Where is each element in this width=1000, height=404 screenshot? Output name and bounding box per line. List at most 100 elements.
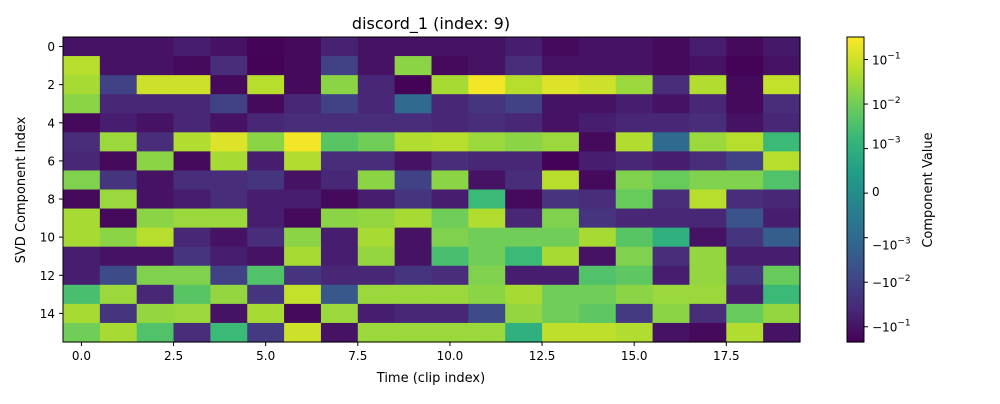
colorbar-segment xyxy=(847,161,864,165)
heatmap-cell xyxy=(173,322,211,343)
heatmap-cell xyxy=(357,75,396,95)
heatmap-cell xyxy=(431,246,469,267)
heatmap-cell xyxy=(505,208,543,229)
heatmap-cell xyxy=(689,113,727,133)
heatmap-cell xyxy=(652,303,691,324)
heatmap-cell xyxy=(320,208,359,229)
heatmap-cell xyxy=(542,94,580,114)
colorbar-segment xyxy=(847,108,864,112)
heatmap-cell xyxy=(99,151,138,172)
heatmap-cell xyxy=(210,94,248,114)
heatmap-cell xyxy=(505,132,543,152)
heatmap-cell xyxy=(689,56,727,76)
heatmap-cell xyxy=(247,94,285,114)
heatmap-cell xyxy=(578,284,617,305)
heatmap-cell xyxy=(726,56,764,76)
y-tick-label: 12 xyxy=(40,269,55,283)
heatmap-cell xyxy=(173,303,211,324)
colorbar-segment xyxy=(847,67,864,71)
colorbar-segment xyxy=(847,57,864,61)
x-tick-label: 5.0 xyxy=(256,349,275,363)
heatmap-cell xyxy=(210,75,248,95)
colorbar-segment xyxy=(847,146,864,150)
heatmap-cell xyxy=(210,322,248,343)
heatmap-cell xyxy=(431,227,469,248)
heatmap-cell xyxy=(468,208,506,229)
colorbar-segment xyxy=(847,115,864,119)
heatmap-cell xyxy=(99,189,138,210)
heatmap-cell xyxy=(63,284,101,305)
heatmap-cell xyxy=(357,284,396,305)
colorbar-segment xyxy=(847,242,864,247)
heatmap-cell xyxy=(210,113,248,133)
colorbar-segment xyxy=(847,105,864,109)
colorbar-segment xyxy=(847,329,864,333)
heatmap-cell xyxy=(726,227,764,248)
colorbar-segment xyxy=(847,148,864,152)
colorbar-segment xyxy=(847,49,864,53)
heatmap-cell xyxy=(726,246,764,267)
colorbar-segment xyxy=(847,270,864,274)
heatmap-cell xyxy=(542,151,580,172)
y-tick-label: 4 xyxy=(47,116,55,130)
x-tick-label: 0.0 xyxy=(72,349,91,363)
heatmap-cell xyxy=(99,265,138,286)
heatmap-cell xyxy=(357,322,396,343)
heatmap-cell xyxy=(173,113,211,133)
heatmap-cell xyxy=(357,37,396,57)
heatmap-cell xyxy=(99,132,138,152)
heatmap-cell xyxy=(247,132,285,152)
heatmap-cell xyxy=(247,189,285,210)
heatmap-cell xyxy=(505,322,543,343)
colorbar-segment xyxy=(847,227,864,231)
colorbar-segment xyxy=(847,47,864,51)
colorbar-segment xyxy=(847,80,864,84)
heatmap-cell xyxy=(763,246,801,267)
heatmap-cell xyxy=(63,189,101,210)
heatmap-cell xyxy=(431,284,469,305)
colorbar-segment xyxy=(847,125,864,130)
heatmap-cell xyxy=(763,170,801,191)
heatmap-cell xyxy=(468,151,506,172)
heatmap-cell xyxy=(578,170,617,191)
heatmap-cell xyxy=(615,284,654,305)
heatmap-cell xyxy=(615,265,654,286)
colorbar-segment xyxy=(847,176,864,180)
heatmap-cell xyxy=(689,94,727,114)
heatmap-cell xyxy=(173,75,211,95)
heatmap-cell xyxy=(136,94,175,114)
colorbar-segment xyxy=(847,281,864,285)
colorbar-segment xyxy=(847,90,864,94)
colorbar-segment xyxy=(847,308,864,313)
heatmap-cell xyxy=(763,303,801,324)
heatmap-cell xyxy=(689,303,727,324)
heatmap-cell xyxy=(247,113,285,133)
heatmap-cell xyxy=(431,132,469,152)
colorbar-segment xyxy=(847,334,864,338)
heatmap-cell xyxy=(63,94,101,114)
heatmap-cell xyxy=(578,151,617,172)
heatmap-cell xyxy=(210,56,248,76)
heatmap-cell xyxy=(320,37,359,57)
colorbar-segment xyxy=(847,212,864,216)
heatmap-cell xyxy=(284,56,322,76)
heatmap-cell xyxy=(763,113,801,133)
colorbar-segment xyxy=(847,197,864,201)
colorbar-segment xyxy=(847,296,864,300)
heatmap-cell xyxy=(578,227,617,248)
colorbar-segment xyxy=(847,179,864,183)
heatmap-cell xyxy=(652,246,691,267)
heatmap-cell xyxy=(357,303,396,324)
heatmap-cell xyxy=(615,113,654,133)
colorbar-segment xyxy=(847,336,864,341)
heatmap-cell xyxy=(726,94,764,114)
colorbar-segment xyxy=(847,230,864,234)
heatmap-cell xyxy=(394,75,433,95)
heatmap-cell xyxy=(542,208,580,229)
heatmap-cell xyxy=(542,322,580,343)
heatmap-cell xyxy=(505,265,543,286)
heatmap-cell xyxy=(542,303,580,324)
heatmap-cell xyxy=(394,132,433,152)
heatmap-cell xyxy=(320,56,359,76)
heatmap-cell xyxy=(578,246,617,267)
